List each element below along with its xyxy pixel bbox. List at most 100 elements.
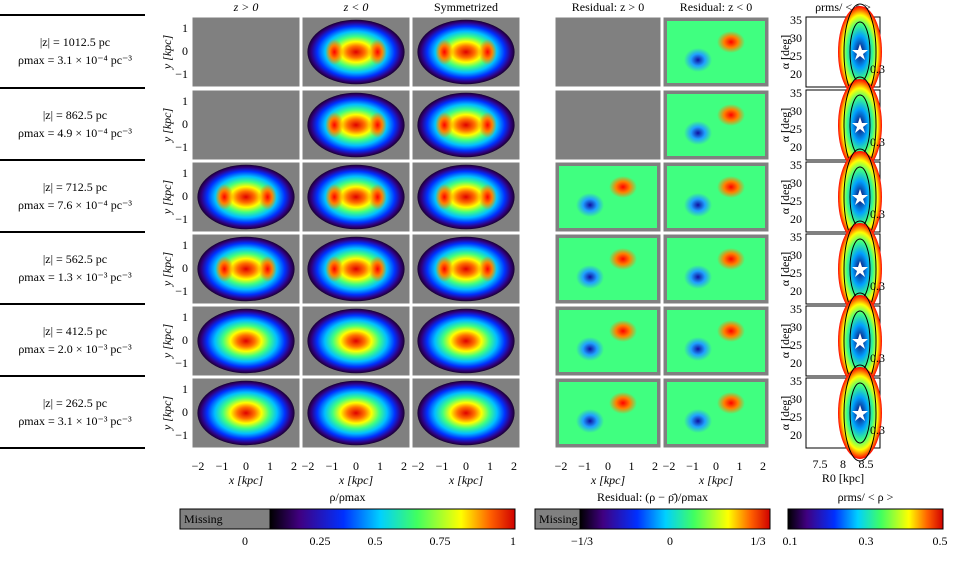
- alpha-tick-label: 30: [790, 104, 802, 118]
- alpha-tick-label: 35: [790, 374, 802, 388]
- y-tick-label: −1: [175, 428, 188, 442]
- panel-frame: [191, 377, 301, 449]
- x-tick-label: −1: [216, 459, 229, 473]
- residual-high: [717, 320, 745, 342]
- x-tick-label: −1: [326, 459, 339, 473]
- residual-high: [717, 392, 745, 414]
- x-tick-label: −1: [686, 459, 699, 473]
- x-tick-label: 0: [605, 459, 611, 473]
- density-map: [307, 308, 405, 374]
- density-map: [417, 236, 515, 302]
- density-peak: [325, 112, 344, 138]
- alpha-tick-label: 35: [790, 230, 802, 244]
- density-peak: [325, 39, 344, 65]
- y-tick-label: 0: [182, 189, 188, 203]
- alpha-tick-label: 30: [790, 176, 802, 190]
- panel-frame: [301, 305, 411, 377]
- residual-map: [667, 382, 765, 444]
- panel-frame: [662, 305, 770, 377]
- panel-frame: [191, 305, 301, 377]
- residual-low: [576, 265, 604, 289]
- best-fit-star: [852, 44, 868, 60]
- alpha-axis-label: α [deg]: [778, 108, 792, 143]
- row-rho-label: ρmax = 4.9 × 10⁻⁴ pc⁻³: [18, 126, 132, 140]
- y-axis-label: y [kpc]: [160, 252, 174, 288]
- row-z-label: |z| = 412.5 pc: [43, 324, 107, 338]
- x-tick-label: 1: [487, 459, 493, 473]
- y-tick-label: 1: [182, 382, 188, 396]
- residual-map: [667, 21, 765, 83]
- panel-frame: [301, 377, 411, 449]
- colorbar-tick-label: 0: [667, 534, 673, 548]
- colorbar-tick-label: 0: [242, 534, 248, 548]
- y-tick-label: 1: [182, 21, 188, 35]
- y-tick-label: 0: [182, 44, 188, 58]
- alpha-tick-label: 30: [790, 392, 802, 406]
- colorbar: [269, 508, 516, 530]
- colorbar-tick-label: 0.1: [783, 534, 798, 548]
- panel-background: [555, 90, 661, 160]
- density-peak: [258, 184, 277, 210]
- residual-low: [684, 409, 712, 433]
- density-map: [307, 19, 405, 85]
- density-map: [307, 92, 405, 158]
- column-title: Symmetrized: [434, 0, 498, 14]
- density-peak: [478, 39, 497, 65]
- x-axis-label: x [kpc]: [448, 473, 484, 487]
- residual-low: [576, 337, 604, 361]
- x-tick-label: 0: [243, 459, 249, 473]
- x-tick-label: 2: [401, 459, 407, 473]
- row-z-label: |z| = 712.5 pc: [43, 180, 107, 194]
- residual-low: [684, 193, 712, 217]
- y-tick-label: 1: [182, 94, 188, 108]
- alpha-tick-label: 20: [790, 356, 802, 370]
- y-tick-label: −1: [175, 212, 188, 226]
- alpha-tick-label: 20: [790, 428, 802, 442]
- colorbar-tick-label: 1: [510, 534, 516, 548]
- x-axis-label: x [kpc]: [698, 473, 734, 487]
- panel-frame: [662, 377, 770, 449]
- density-map: [417, 380, 515, 446]
- y-tick-label: −1: [175, 67, 188, 81]
- x-tick-label: 1: [629, 459, 635, 473]
- panel-frame: [411, 377, 521, 449]
- density-map: [197, 164, 295, 230]
- row-z-label: |z| = 1012.5 pc: [40, 35, 110, 49]
- row-z-label: |z| = 562.5 pc: [43, 252, 107, 266]
- density-peak: [435, 39, 454, 65]
- best-fit-star: [852, 405, 868, 421]
- x-tick-label: −1: [436, 459, 449, 473]
- column-title: Residual: z > 0: [572, 0, 644, 14]
- contour-label: 0.3: [870, 207, 885, 221]
- alpha-axis-label: α [deg]: [778, 252, 792, 287]
- x-tick-label: −1: [578, 459, 591, 473]
- density-peak: [368, 184, 387, 210]
- panel-frame: [411, 161, 521, 233]
- residual-map: [667, 310, 765, 372]
- colorbar-tick-label: 0.5: [933, 534, 948, 548]
- alpha-tick-label: 25: [790, 266, 802, 280]
- panel-frame: [554, 161, 662, 233]
- panel-frame: [554, 377, 662, 449]
- y-tick-label: −1: [175, 140, 188, 154]
- density-map: [197, 308, 295, 374]
- panel-frame: [662, 233, 770, 305]
- column-title: Residual: z < 0: [680, 0, 752, 14]
- x-tick-label: 0: [463, 459, 469, 473]
- best-fit-star: [852, 189, 868, 205]
- alpha-axis-label: α [deg]: [778, 324, 792, 359]
- alpha-axis-label: α [deg]: [778, 396, 792, 431]
- x-tick-label: 2: [511, 459, 517, 473]
- r0-tick-label: 7.5: [813, 457, 828, 471]
- x-axis-label: x [kpc]: [228, 473, 264, 487]
- row-z-label: |z| = 862.5 pc: [43, 108, 107, 122]
- residual-high: [609, 392, 637, 414]
- colorbar-label: ρrms/ < ρ >: [838, 490, 894, 504]
- colorbar-tick-label: 0.3: [859, 534, 874, 548]
- panel-frame: [301, 89, 411, 161]
- density-peak: [368, 112, 387, 138]
- panel-frame: [554, 89, 662, 161]
- residual-map: [667, 238, 765, 300]
- panel-frame: [554, 305, 662, 377]
- panel-background: [555, 17, 661, 87]
